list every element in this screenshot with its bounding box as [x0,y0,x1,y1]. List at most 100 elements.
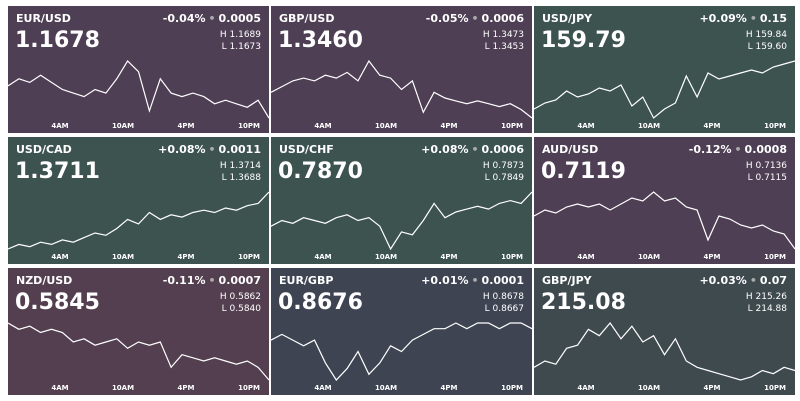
pair-name: EUR/USD [16,12,71,25]
time-label: 10PM [238,384,260,392]
change-percent: +0.09% [699,12,747,25]
low: L 1.1673 [222,42,261,52]
sparkline [271,322,532,381]
sparkline [534,191,795,250]
separator: • [208,274,216,287]
high-label: H [219,161,230,171]
low-value: 159.60 [755,42,788,52]
pair-name: USD/CAD [16,143,72,156]
price: 1.1678 [15,28,100,53]
high: H 0.5862 [220,292,261,302]
time-label: 4PM [440,384,458,392]
pair-name: GBP/USD [279,12,335,25]
sparkline-chart [8,191,269,250]
sparkline-chart [534,322,795,381]
change: -0.11% • 0.0007 [163,274,261,287]
ticker-tile: AUD/USD -0.12% • 0.0008 0.7119 H 0.7136 L 0.71… [534,137,795,264]
change-value: 0.0001 [481,274,524,287]
ticker-tile: EUR/USD -0.04% • 0.0005 1.1678 H 1.1689 L 1.16… [8,6,269,133]
time-label: 10PM [764,384,786,392]
low-label: L [484,304,493,314]
sparkline [271,191,532,251]
time-label: 10PM [501,253,523,261]
low-value: 0.5840 [229,304,262,314]
separator: • [471,143,479,156]
low-label: L [221,304,230,314]
sparkline [271,59,532,119]
change-value: 0.0005 [218,12,261,25]
separator: • [471,274,479,287]
high-value: 0.5862 [229,292,262,302]
price: 0.7870 [278,159,363,184]
pair-name: USD/CHF [279,143,334,156]
pair-name: USD/JPY [542,12,593,25]
change-value: 0.0006 [481,143,524,156]
low: L 0.5840 [222,304,261,314]
low-value: 0.7849 [492,173,525,183]
ticker-tile: GBP/JPY +0.03% • 0.07 215.08 H 215.26 L 214.88… [534,268,795,395]
time-label: 4PM [703,253,721,261]
sparkline [8,191,269,250]
time-label: 10AM [637,122,661,130]
time-label: 10PM [764,122,786,130]
change: +0.03% • 0.07 [699,274,787,287]
time-label: 4PM [440,253,458,261]
time-label: 4AM [577,122,595,130]
sparkline-chart [534,60,795,119]
high: H 0.8678 [483,292,524,302]
low-value: 0.8667 [492,304,525,314]
price: 159.79 [541,28,626,53]
high-label: H [745,161,756,171]
change-percent: -0.11% [162,274,206,287]
price: 0.8676 [278,290,363,315]
ticker-tile: EUR/GBP +0.01% • 0.0001 0.8676 H 0.8678 L 0.86… [271,268,532,395]
time-label: 4AM [51,384,69,392]
price: 0.5845 [15,290,100,315]
low: L 0.8667 [485,304,524,314]
change-percent: -0.05% [425,12,469,25]
pair-name: GBP/JPY [542,274,592,287]
ticker-tile: NZD/USD -0.11% • 0.0007 0.5845 H 0.5862 L 0.58… [8,268,269,395]
low-label: L [484,173,493,183]
change-value: 0.0011 [218,143,261,156]
high-value: 159.84 [755,30,788,40]
low: L 0.7115 [748,173,787,183]
separator: • [208,143,216,156]
low: L 1.3688 [222,173,261,183]
time-label: 10AM [111,253,135,261]
time-label: 10PM [764,253,786,261]
time-label: 4PM [177,253,195,261]
change-percent: +0.03% [699,274,747,287]
separator: • [471,12,479,25]
time-label: 10AM [637,253,661,261]
price: 215.08 [541,290,626,315]
time-label: 4AM [314,253,332,261]
separator: • [734,143,742,156]
high: H 215.26 [746,292,787,302]
low: L 159.60 [748,42,787,52]
time-label: 4PM [177,384,195,392]
high-value: 0.8678 [492,292,525,302]
time-label: 10AM [111,384,135,392]
dashboard: EUR/USD -0.04% • 0.0005 1.1678 H 1.1689 L 1.16… [8,6,796,396]
high: H 1.3473 [483,30,524,40]
low-label: L [747,304,756,314]
time-label: 10AM [374,253,398,261]
sparkline-chart [271,59,532,119]
time-label: 4PM [703,384,721,392]
low: L 1.3453 [485,42,524,52]
time-label: 10AM [111,122,135,130]
change-percent: +0.08% [158,143,206,156]
low-value: 1.3453 [492,42,525,52]
change-percent: -0.12% [688,143,732,156]
separator: • [749,274,757,287]
low-label: L [747,173,756,183]
time-label: 10AM [637,384,661,392]
high-label: H [482,30,493,40]
time-label: 4AM [577,253,595,261]
time-label: 4AM [51,253,69,261]
time-label: 10PM [238,122,260,130]
pair-name: AUD/USD [542,143,599,156]
high-value: 0.7873 [492,161,525,171]
time-label: 10PM [501,384,523,392]
